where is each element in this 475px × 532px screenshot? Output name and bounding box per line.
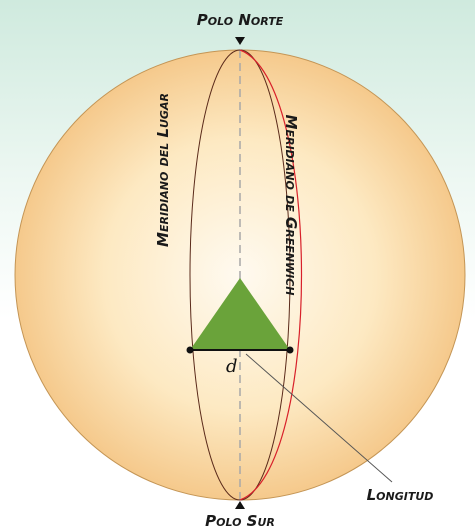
distance-label: d [226,356,238,377]
greenwich-meridian [239,49,303,501]
south-pole-label: Polo Sur [205,512,275,530]
point [186,346,194,354]
local-meridian-label: Meridiano del Lugar [154,93,172,247]
north-pole-label: Polo Norte [197,11,284,29]
arrow [235,501,245,509]
leader-line [245,353,393,483]
longitude-angle [190,278,290,350]
point [286,346,294,354]
arrow [235,37,245,45]
longitude-label: Longitud [367,486,434,504]
greenwich-meridian-label: Meridiano de Greenwich [282,115,300,296]
